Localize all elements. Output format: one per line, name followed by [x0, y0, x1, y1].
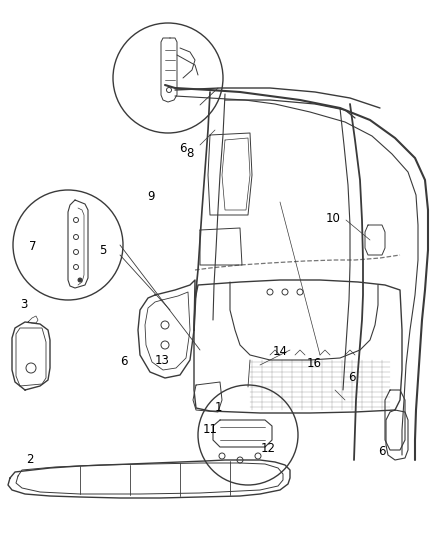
- Text: 5: 5: [99, 244, 106, 256]
- Text: 6: 6: [179, 141, 186, 155]
- Text: 8: 8: [186, 147, 193, 159]
- Text: 12: 12: [260, 442, 275, 456]
- Text: 6: 6: [347, 372, 355, 384]
- Text: 14: 14: [272, 345, 287, 359]
- Text: 16: 16: [306, 358, 321, 370]
- Text: 1: 1: [214, 401, 221, 415]
- Text: 2: 2: [26, 454, 34, 466]
- Text: 6: 6: [378, 446, 385, 458]
- Text: 3: 3: [20, 298, 28, 311]
- Circle shape: [78, 278, 82, 282]
- Text: 6: 6: [120, 356, 127, 368]
- Text: 9: 9: [147, 190, 155, 203]
- Text: 13: 13: [154, 354, 169, 367]
- Text: 11: 11: [202, 424, 217, 437]
- Text: 10: 10: [325, 212, 339, 224]
- Text: 7: 7: [29, 240, 37, 254]
